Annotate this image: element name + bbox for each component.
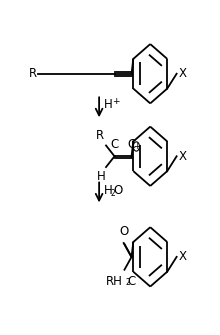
Text: 2: 2 [125, 278, 130, 287]
Text: X: X [178, 150, 186, 163]
Text: H: H [104, 184, 113, 197]
Text: C: C [110, 138, 119, 151]
Text: H: H [104, 98, 113, 111]
Text: R: R [96, 129, 104, 142]
Text: H: H [96, 170, 105, 183]
Text: +: + [112, 97, 119, 106]
Text: +: + [133, 142, 140, 151]
Text: R: R [29, 67, 37, 80]
Text: 2: 2 [111, 189, 116, 198]
Text: O: O [120, 225, 129, 239]
Text: O: O [113, 184, 122, 197]
Text: X: X [178, 67, 186, 80]
Text: C: C [127, 138, 136, 151]
Text: RH: RH [106, 275, 123, 288]
Text: C: C [128, 275, 136, 288]
Text: X: X [178, 250, 186, 263]
